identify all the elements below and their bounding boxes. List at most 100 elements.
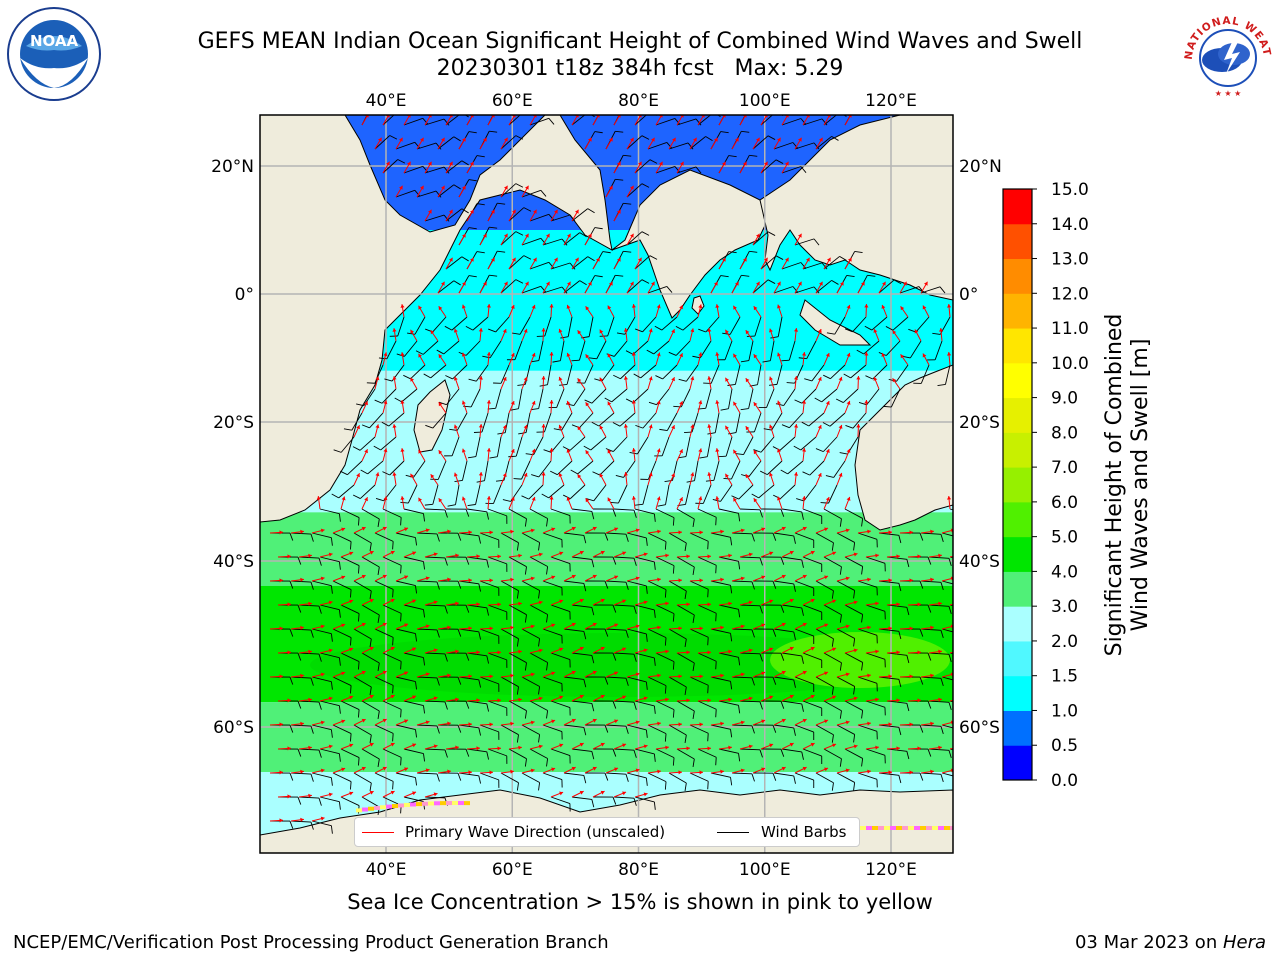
wind-barb [655, 700, 675, 718]
wave-arrow [634, 696, 648, 702]
wind-barb [449, 412, 468, 431]
wave-arrow [793, 472, 799, 486]
wave-arrow [613, 695, 627, 702]
wave-arrow [899, 626, 914, 631]
wind-barb [836, 772, 856, 791]
wave-arrow [928, 697, 942, 702]
wave-arrow [416, 672, 430, 678]
wave-arrow [886, 650, 901, 655]
wave-arrow [689, 626, 704, 631]
wave-arrow [521, 672, 535, 678]
wave-arrow [438, 401, 447, 414]
wind-barb [332, 676, 352, 694]
wind-barb [445, 256, 469, 270]
wind-barb [333, 436, 355, 453]
wind-barb [563, 580, 587, 592]
wave-arrow [410, 377, 418, 390]
wind-barb [798, 340, 817, 360]
wind-barb [361, 748, 380, 767]
wave-arrow [437, 721, 451, 726]
wind-barb [823, 748, 842, 767]
wave-arrow [566, 496, 573, 510]
wind-barb [655, 748, 675, 766]
wind-barb [815, 628, 834, 647]
sea-ice-cell [464, 801, 470, 806]
wind-barb [752, 772, 777, 781]
wind-barb [794, 286, 820, 294]
wave-arrow [715, 448, 720, 462]
wave-arrow [777, 448, 783, 462]
wind-barb [508, 207, 532, 222]
wave-arrow [486, 304, 491, 318]
wave-arrow [466, 257, 474, 270]
wind-barb [395, 676, 418, 690]
wind-barb [521, 628, 541, 647]
wind-barb [920, 286, 946, 294]
wave-arrow [881, 352, 888, 366]
wave-arrow [563, 766, 576, 774]
wave-arrow [529, 448, 536, 462]
wind-barb [403, 165, 429, 174]
wind-barb [550, 748, 571, 764]
footer-date: 03 Mar 2023 on Hera [1075, 932, 1266, 953]
wave-arrow [689, 137, 697, 150]
wave-arrow [458, 626, 473, 631]
wave-arrow [607, 305, 615, 318]
wave-arrow [613, 161, 621, 174]
wave-arrow [626, 233, 634, 246]
wind-barb [668, 340, 691, 356]
wave-arrow [899, 281, 907, 294]
wave-arrow [676, 650, 691, 655]
colorbar-segment [1003, 501, 1032, 538]
wind-barb [395, 724, 418, 738]
wave-arrow [655, 553, 669, 558]
wave-arrow [438, 497, 447, 510]
wave-arrow [769, 424, 775, 438]
wind-barb [400, 484, 418, 504]
wave-arrow [500, 233, 508, 246]
wind-barb [542, 238, 568, 246]
wind-barb [781, 340, 796, 362]
wave-arrow [445, 745, 459, 750]
wind-barb [353, 772, 372, 791]
wind-barb [381, 412, 405, 427]
wind-barb [436, 340, 460, 355]
wave-arrow [781, 742, 794, 750]
wind-barb [319, 652, 341, 666]
wind-barb [395, 580, 418, 594]
wave-arrow [753, 353, 762, 366]
wave-arrow [668, 425, 675, 438]
wave-arrow [760, 161, 768, 174]
wind-barb [500, 231, 524, 246]
wave-arrow [479, 530, 494, 535]
wind-barb [676, 604, 695, 623]
wind-barb [689, 772, 709, 790]
wind-barb [529, 604, 549, 623]
title-line-1: GEFS MEAN Indian Ocean Significant Heigh… [197, 29, 1083, 54]
wave-arrow [710, 625, 724, 630]
colorbar-tick-label: 13.0 [1051, 250, 1089, 270]
wave-arrow [613, 209, 621, 222]
colorbar-tick-label: 1.0 [1051, 701, 1078, 721]
wave-arrow [781, 694, 794, 702]
wave-arrow [794, 718, 807, 726]
wave-arrow [802, 694, 815, 702]
wave-arrow [599, 425, 607, 438]
wind-barb [437, 136, 461, 150]
wind-barb [752, 580, 777, 589]
wave-arrow [549, 399, 554, 414]
wind-barb [403, 604, 426, 618]
wind-barb [374, 628, 394, 646]
wind-barb [857, 580, 878, 596]
wind-barb [692, 340, 712, 359]
wind-barb [508, 255, 532, 270]
wave-arrow [458, 674, 473, 679]
wave-arrow [647, 577, 661, 582]
wind-barb [508, 115, 532, 126]
wave-arrow [437, 769, 451, 774]
wind-barb [437, 280, 461, 294]
wind-barb [332, 772, 352, 790]
wave-arrow [801, 352, 807, 366]
wind-barb [739, 556, 763, 566]
wave-arrow [939, 328, 944, 342]
